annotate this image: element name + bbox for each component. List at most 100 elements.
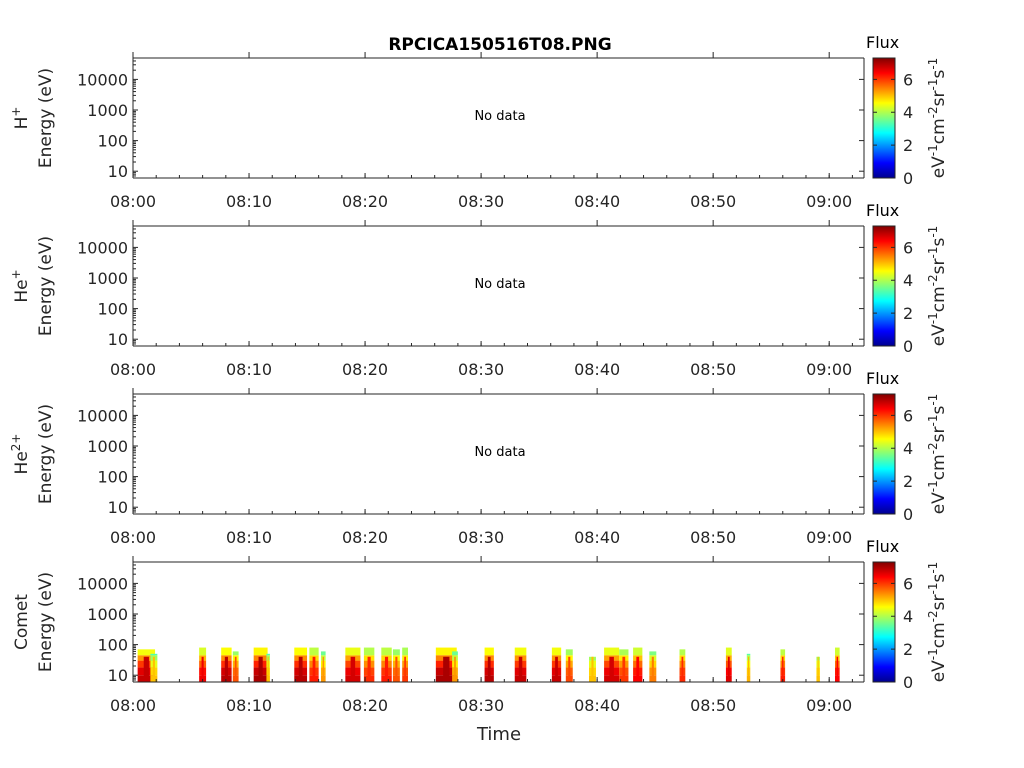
- y-tick-label: 10000: [77, 238, 128, 257]
- unit-exponent: -2: [926, 106, 940, 118]
- colorbar-title: Flux: [866, 537, 899, 556]
- burst-core: [622, 656, 626, 682]
- x-tick-label: 08:50: [690, 528, 736, 547]
- burst-band: [746, 653, 751, 656]
- x-tick-label: 09:00: [806, 192, 852, 211]
- burst-core: [487, 656, 491, 682]
- y-axis-label: Energy (eV): [36, 68, 56, 168]
- burst-14: [392, 649, 400, 682]
- burst-core: [384, 656, 389, 682]
- burst-band: [565, 649, 573, 656]
- x-tick-label: 08:00: [110, 360, 156, 379]
- burst-band: [253, 647, 268, 656]
- burst-core: [748, 656, 750, 682]
- burst-band: [551, 647, 562, 656]
- colorbar-tick-label: 4: [903, 439, 913, 458]
- y-axis-label: Energy (eV): [36, 236, 56, 336]
- unit-base: sr: [929, 90, 949, 106]
- x-tick-label: 08:20: [342, 528, 388, 547]
- colorbar-gradient: [872, 225, 896, 347]
- unit-exponent: -1: [926, 648, 940, 660]
- burst-31: [816, 656, 820, 682]
- x-tick-label: 08:40: [574, 360, 620, 379]
- unit-exponent: -2: [926, 442, 940, 454]
- burst-core: [782, 656, 784, 682]
- colorbar-title: Flux: [866, 33, 899, 52]
- burst-core: [234, 656, 237, 682]
- colorbar-units: eV-1cm-2sr-1s-1: [926, 58, 949, 179]
- burst-23: [604, 647, 620, 682]
- burst-band: [137, 649, 156, 656]
- burst-band: [232, 651, 239, 656]
- burst-band: [514, 647, 527, 656]
- y-axis-label: Energy (eV): [36, 572, 56, 672]
- burst-core: [636, 656, 640, 682]
- x-tick-label: 08:50: [690, 192, 736, 211]
- figure-title: RPCICA150516T08.PNG: [388, 35, 611, 55]
- unit-exponent: -1: [926, 58, 940, 70]
- unit-exponent: -1: [926, 562, 940, 574]
- burst-10: [320, 651, 326, 682]
- burst-core: [404, 656, 406, 682]
- colorbar-tick-label: 0: [903, 169, 913, 188]
- burst-29: [746, 653, 751, 682]
- burst-band: [309, 647, 319, 656]
- panel-2: 08:00 08:10 08:20 08:30 08:40 08:50 09:00 10 100…: [9, 201, 949, 379]
- y-tick-label: 100: [97, 300, 128, 319]
- burst-core: [727, 656, 730, 682]
- burst-band: [392, 649, 400, 656]
- burst-core: [651, 656, 654, 682]
- burst-12: [363, 647, 375, 682]
- unit-exponent: -1: [926, 480, 940, 492]
- colorbar-tick-label: 4: [903, 271, 913, 290]
- no-data-label: No data: [474, 109, 525, 124]
- x-tick-label: 08:10: [226, 696, 272, 715]
- unit-exponent: -1: [926, 415, 940, 427]
- unit-base: cm: [929, 286, 949, 312]
- x-tick-label: 08:30: [458, 696, 504, 715]
- colorbar-tick-label: 2: [903, 136, 913, 155]
- unit-base: eV: [929, 492, 949, 514]
- burst-band: [345, 647, 361, 656]
- burst-core: [443, 656, 450, 682]
- x-tick-label: 08:10: [226, 528, 272, 547]
- y-tick-label: 10: [108, 498, 128, 517]
- unit-base: sr: [929, 258, 949, 274]
- x-tick-label: 08:40: [574, 192, 620, 211]
- unit-exponent: -1: [926, 144, 940, 156]
- burst-band: [402, 647, 408, 656]
- burst-core: [395, 656, 398, 682]
- colorbar-tick-label: 6: [903, 70, 913, 89]
- burst-30: [780, 649, 786, 682]
- species-name: H: [12, 117, 32, 130]
- unit-exponent: -1: [926, 312, 940, 324]
- burst-core: [591, 656, 594, 682]
- unit-exponent: -2: [926, 274, 940, 286]
- no-data-label: No data: [474, 277, 525, 292]
- burst-band: [221, 647, 232, 656]
- colorbar-tick-label: 6: [903, 406, 913, 425]
- burst-21: [565, 649, 573, 682]
- no-data-label: No data: [474, 445, 525, 460]
- unit-base: cm: [929, 454, 949, 480]
- unit-base: sr: [929, 594, 949, 610]
- y-tick-label: 10: [108, 666, 128, 685]
- y-axis-species: He+: [9, 269, 32, 302]
- x-tick-label: 08:30: [458, 192, 504, 211]
- burst-core: [322, 656, 324, 682]
- colorbar-tick-label: 6: [903, 574, 913, 593]
- burst-27: [679, 649, 686, 682]
- unit-base: cm: [929, 622, 949, 648]
- burst-core: [312, 656, 316, 682]
- y-tick-label: 10000: [77, 70, 128, 89]
- y-axis-species: H+: [9, 107, 32, 130]
- colorbar-units: eV-1cm-2sr-1s-1: [926, 226, 949, 347]
- burst-2: [150, 653, 158, 682]
- x-tick-label: 08:10: [226, 192, 272, 211]
- burst-core: [836, 656, 839, 682]
- burst-16: [435, 647, 457, 682]
- burst-band: [294, 647, 308, 656]
- burst-band: [199, 647, 207, 656]
- burst-core: [568, 656, 571, 682]
